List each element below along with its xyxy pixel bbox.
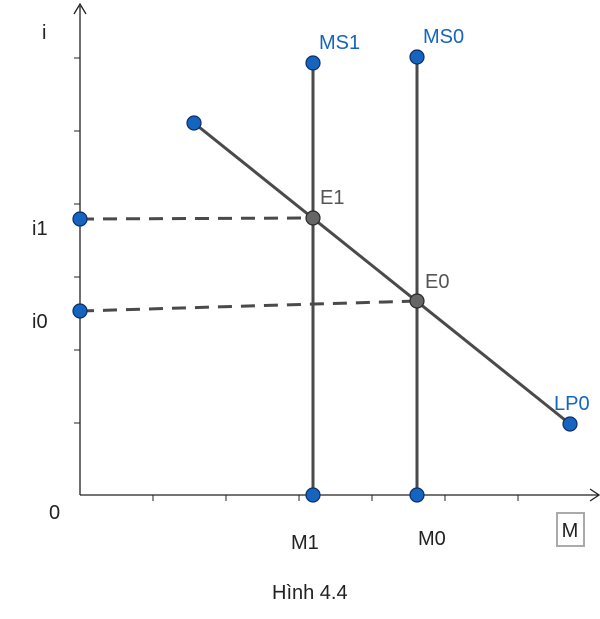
ms1-top-point — [305, 55, 321, 71]
y-axis-arrow — [73, 2, 87, 15]
m1-label: M1 — [291, 532, 319, 554]
e1-label: E1 — [320, 187, 344, 209]
lp0-start-point — [186, 115, 202, 131]
lp0-end-point — [562, 416, 578, 432]
e0-label: E0 — [425, 271, 449, 293]
ms0-top-point — [409, 49, 425, 65]
i0-dashed-line — [79, 299, 418, 313]
i0-label: i0 — [32, 311, 48, 333]
lp0-label: LP0 — [554, 393, 590, 415]
x-axis-label-box — [556, 512, 585, 547]
origin-label: 0 — [49, 502, 60, 524]
m1-axis-point — [305, 487, 321, 503]
i0-axis-point — [72, 303, 88, 319]
i1-axis-point — [72, 211, 88, 227]
ms1-label: MS1 — [319, 32, 360, 54]
lp0-line — [193, 121, 571, 426]
x-axis-label: M — [562, 520, 579, 542]
y-axis-label: i — [42, 22, 46, 44]
e0-point — [409, 293, 425, 309]
x-axis-arrow — [589, 488, 600, 502]
x-axis-ticks — [152, 495, 519, 501]
m0-label: M0 — [418, 528, 446, 550]
figure-caption: Hình 4.4 — [272, 582, 348, 604]
ms0-label: MS0 — [423, 26, 464, 48]
y-axis-ticks — [74, 57, 80, 424]
m0-axis-point — [409, 487, 425, 503]
i1-dashed-line — [79, 216, 314, 221]
i1-label: i1 — [32, 218, 48, 240]
e1-point — [305, 210, 321, 226]
